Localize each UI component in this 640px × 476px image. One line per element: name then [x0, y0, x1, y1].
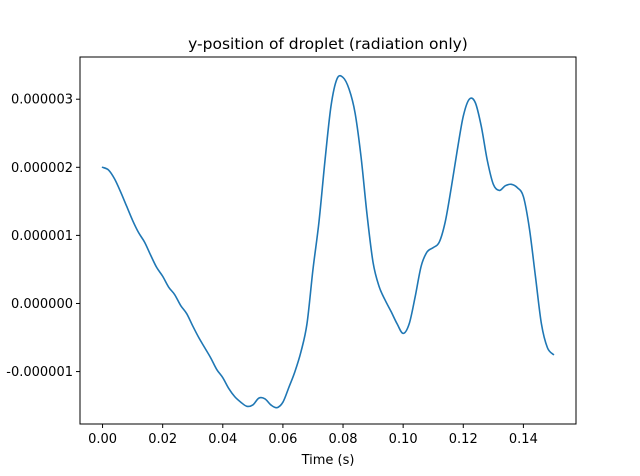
- y-tick-label: 0.000001: [11, 229, 73, 244]
- y-axis: -0.000001 0.000000 0.000001 0.000002 0.00000…: [6, 93, 80, 380]
- x-tick-label: 0.00: [88, 432, 117, 447]
- series-line-0: [101, 74, 555, 409]
- x-tick-label: 0.14: [509, 432, 538, 447]
- x-axis: 0.00 0.02 0.04 0.06 0.08 0.10 0.12 0.14: [88, 424, 538, 447]
- x-tick-label: 0.10: [389, 432, 418, 447]
- chart-title: y-position of droplet (radiation only): [188, 35, 468, 53]
- axes-frame: [79, 56, 577, 425]
- y-tick-label: 0.000002: [11, 161, 73, 176]
- x-axis-label: Time (s): [301, 453, 355, 468]
- x-tick-label: 0.04: [208, 432, 237, 447]
- x-tick-label: 0.06: [268, 432, 297, 447]
- x-tick-label: 0.08: [329, 432, 358, 447]
- x-tick-label: 0.12: [449, 432, 478, 447]
- plot-area: [101, 74, 555, 409]
- y-tick-label: 0.000000: [11, 297, 73, 312]
- y-tick-label: -0.000001: [6, 365, 73, 380]
- y-tick-label: 0.000003: [11, 93, 73, 108]
- x-tick-label: 0.02: [148, 432, 177, 447]
